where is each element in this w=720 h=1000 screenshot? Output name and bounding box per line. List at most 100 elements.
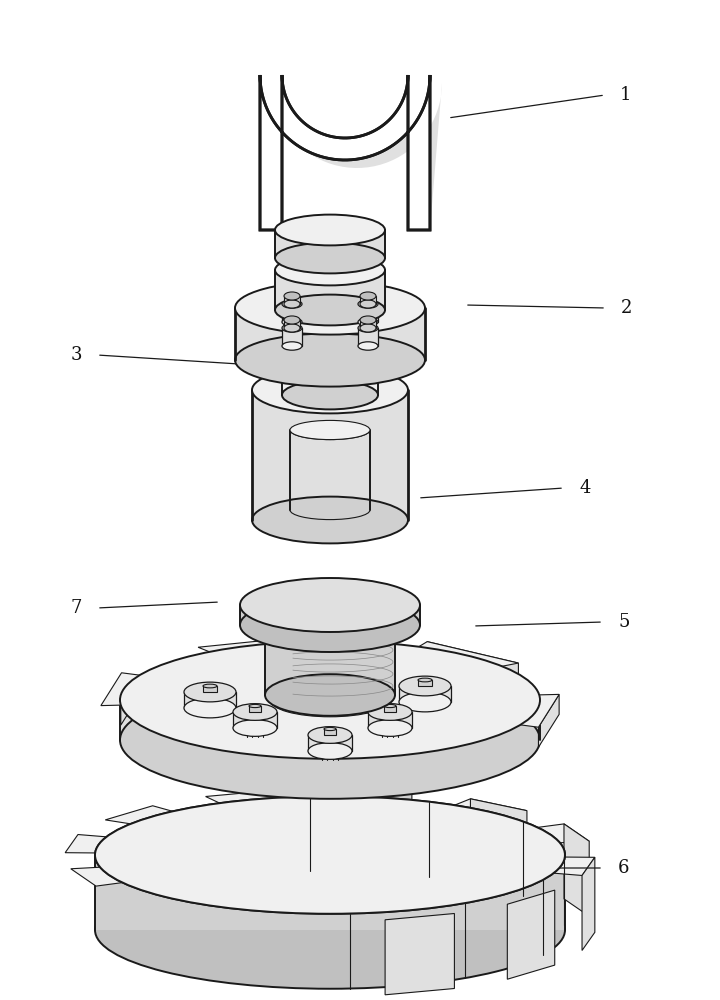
Ellipse shape: [282, 341, 378, 369]
Polygon shape: [284, 296, 300, 304]
Ellipse shape: [203, 684, 217, 688]
Polygon shape: [282, 328, 302, 346]
Ellipse shape: [275, 243, 385, 273]
Polygon shape: [275, 230, 385, 258]
Text: 6: 6: [618, 859, 629, 877]
Ellipse shape: [358, 324, 378, 332]
Ellipse shape: [120, 681, 540, 799]
Ellipse shape: [360, 300, 376, 308]
Ellipse shape: [184, 682, 236, 702]
Ellipse shape: [235, 333, 425, 387]
Ellipse shape: [324, 727, 336, 731]
Polygon shape: [339, 789, 412, 867]
Polygon shape: [105, 806, 173, 824]
Ellipse shape: [120, 641, 540, 759]
Ellipse shape: [368, 720, 412, 736]
Polygon shape: [564, 824, 589, 916]
Polygon shape: [360, 296, 376, 304]
Polygon shape: [539, 694, 559, 747]
Polygon shape: [233, 712, 277, 728]
Ellipse shape: [284, 300, 300, 308]
Polygon shape: [295, 75, 442, 230]
Polygon shape: [265, 618, 395, 695]
Ellipse shape: [235, 281, 425, 335]
Ellipse shape: [418, 678, 432, 682]
Polygon shape: [121, 675, 140, 725]
Ellipse shape: [284, 316, 300, 324]
Polygon shape: [235, 308, 425, 360]
Ellipse shape: [275, 255, 385, 285]
Ellipse shape: [284, 292, 300, 300]
Text: 1: 1: [620, 86, 631, 104]
Polygon shape: [308, 735, 352, 751]
Ellipse shape: [282, 300, 302, 308]
Polygon shape: [284, 320, 300, 328]
Polygon shape: [470, 799, 527, 886]
Polygon shape: [508, 890, 554, 979]
Ellipse shape: [360, 324, 376, 332]
Polygon shape: [399, 686, 451, 702]
Polygon shape: [384, 706, 396, 712]
Polygon shape: [240, 605, 420, 625]
Polygon shape: [368, 712, 412, 728]
Ellipse shape: [284, 324, 300, 332]
Ellipse shape: [95, 796, 565, 914]
Ellipse shape: [282, 324, 302, 332]
Polygon shape: [538, 824, 589, 843]
Ellipse shape: [252, 367, 408, 413]
Polygon shape: [203, 686, 217, 692]
Polygon shape: [338, 789, 412, 799]
Ellipse shape: [240, 598, 420, 652]
Text: 3: 3: [71, 346, 82, 364]
Polygon shape: [282, 355, 378, 395]
Polygon shape: [120, 700, 540, 740]
Ellipse shape: [358, 318, 378, 326]
Polygon shape: [282, 304, 302, 322]
Polygon shape: [418, 680, 432, 686]
Ellipse shape: [275, 295, 385, 325]
Polygon shape: [419, 642, 518, 666]
Ellipse shape: [233, 720, 277, 736]
Polygon shape: [101, 673, 140, 706]
Polygon shape: [249, 706, 261, 712]
Ellipse shape: [95, 796, 565, 914]
Polygon shape: [260, 75, 430, 230]
Polygon shape: [582, 857, 595, 950]
Text: 5: 5: [618, 613, 629, 631]
Polygon shape: [358, 304, 378, 322]
Polygon shape: [206, 790, 281, 803]
Text: 4: 4: [579, 479, 590, 497]
Polygon shape: [95, 855, 565, 930]
Polygon shape: [324, 729, 336, 735]
Ellipse shape: [249, 704, 261, 708]
Ellipse shape: [275, 215, 385, 245]
Ellipse shape: [360, 292, 376, 300]
Ellipse shape: [95, 871, 565, 989]
Text: 7: 7: [71, 599, 82, 617]
Ellipse shape: [265, 597, 395, 639]
Ellipse shape: [204, 824, 456, 886]
Ellipse shape: [282, 381, 378, 409]
Ellipse shape: [265, 674, 395, 716]
Ellipse shape: [252, 497, 408, 543]
Polygon shape: [358, 328, 378, 346]
Ellipse shape: [308, 727, 352, 743]
Ellipse shape: [233, 704, 277, 720]
Polygon shape: [71, 867, 122, 886]
Polygon shape: [554, 857, 595, 875]
Polygon shape: [198, 636, 312, 652]
Polygon shape: [66, 835, 107, 853]
Polygon shape: [210, 641, 312, 672]
Text: 2: 2: [621, 299, 632, 317]
Ellipse shape: [240, 578, 420, 632]
Ellipse shape: [290, 420, 370, 440]
Ellipse shape: [308, 743, 352, 759]
Ellipse shape: [270, 683, 390, 717]
Ellipse shape: [399, 676, 451, 696]
Ellipse shape: [282, 318, 302, 326]
Ellipse shape: [399, 692, 451, 712]
Polygon shape: [427, 642, 518, 683]
Polygon shape: [252, 390, 408, 520]
Polygon shape: [521, 694, 559, 727]
Polygon shape: [275, 270, 385, 310]
